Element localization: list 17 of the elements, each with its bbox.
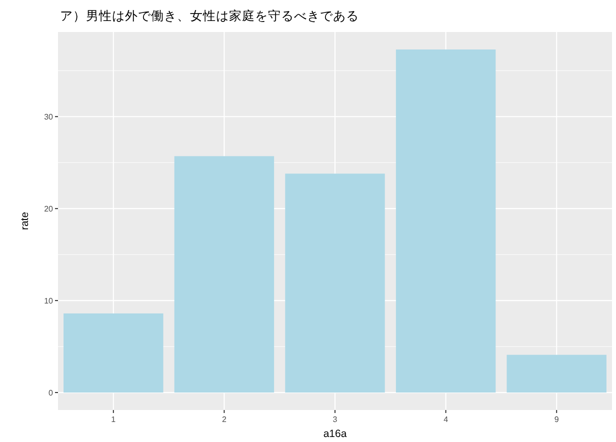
y-tick-label: 20: [44, 204, 54, 214]
x-axis-title: a16a: [323, 428, 347, 440]
y-axis-title: rate: [19, 212, 31, 230]
y-tick-label: 30: [44, 112, 54, 122]
bar: [174, 156, 274, 393]
x-tick-label: 4: [444, 415, 449, 424]
bar: [64, 313, 164, 393]
bar: [506, 354, 606, 393]
bar: [396, 49, 496, 393]
x-tick-label: 1: [111, 415, 116, 424]
x-tick-label: 2: [222, 415, 227, 424]
y-tick-label: 10: [44, 296, 54, 306]
bar: [285, 174, 385, 393]
chart-title: ア）男性は外で働き、女性は家庭を守るべきである: [60, 8, 359, 23]
x-tick-label: 3: [332, 415, 338, 424]
x-tick-label: 9: [554, 415, 560, 424]
y-tick-label: 0: [48, 388, 54, 398]
